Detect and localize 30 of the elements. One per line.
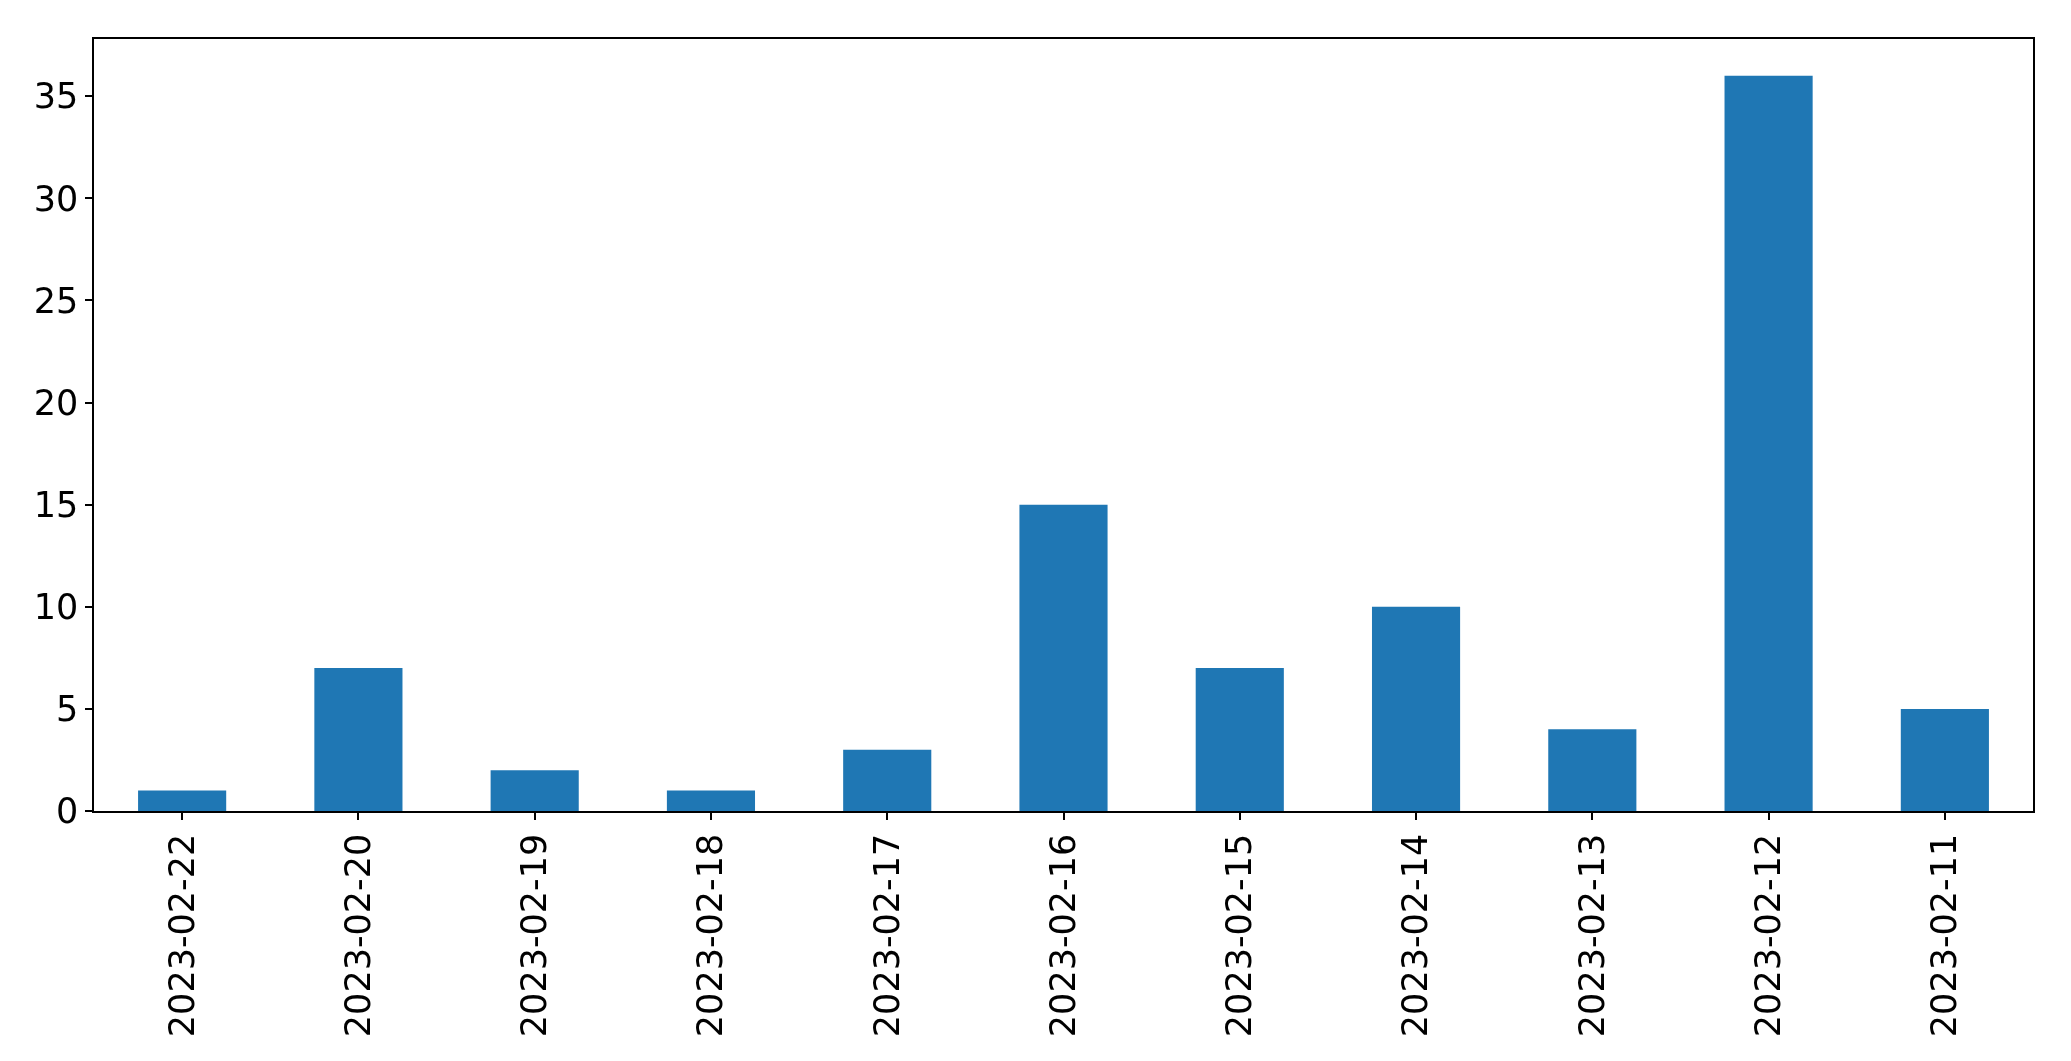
x-tick-label: 2023-02-11 bbox=[1924, 833, 1965, 1038]
bar bbox=[666, 790, 756, 811]
x-tick-label: 2023-02-19 bbox=[514, 833, 555, 1038]
bar bbox=[843, 749, 932, 811]
y-tick-label: 20 bbox=[33, 382, 79, 423]
x-tick-label: 2023-02-22 bbox=[161, 833, 202, 1038]
bar bbox=[1371, 606, 1461, 811]
x-tick-label: 2023-02-13 bbox=[1571, 833, 1612, 1038]
y-tick-label: 5 bbox=[55, 689, 79, 730]
x-tick-label: 2023-02-16 bbox=[1042, 833, 1083, 1038]
x-tick-label: 2023-02-17 bbox=[866, 833, 907, 1038]
bar bbox=[1900, 708, 1989, 811]
y-tick-label: 0 bbox=[55, 791, 79, 832]
bar bbox=[314, 668, 403, 811]
y-tick-label: 10 bbox=[33, 587, 79, 628]
x-tick-label: 2023-02-18 bbox=[690, 833, 731, 1038]
y-tick-label: 35 bbox=[33, 76, 79, 117]
bar bbox=[1548, 729, 1637, 811]
y-tick-label: 15 bbox=[33, 484, 79, 525]
y-tick-label: 25 bbox=[33, 280, 79, 321]
x-tick-label: 2023-02-15 bbox=[1219, 833, 1260, 1038]
bar bbox=[490, 770, 579, 811]
bar bbox=[1195, 668, 1284, 811]
x-tick-label: 2023-02-12 bbox=[1747, 833, 1788, 1038]
x-tick-label: 2023-02-20 bbox=[337, 833, 378, 1038]
x-tick-label: 2023-02-14 bbox=[1395, 833, 1436, 1038]
bar bbox=[1724, 75, 1813, 811]
bar bbox=[1019, 504, 1108, 811]
bar bbox=[138, 790, 227, 811]
y-tick-label: 30 bbox=[33, 178, 79, 219]
